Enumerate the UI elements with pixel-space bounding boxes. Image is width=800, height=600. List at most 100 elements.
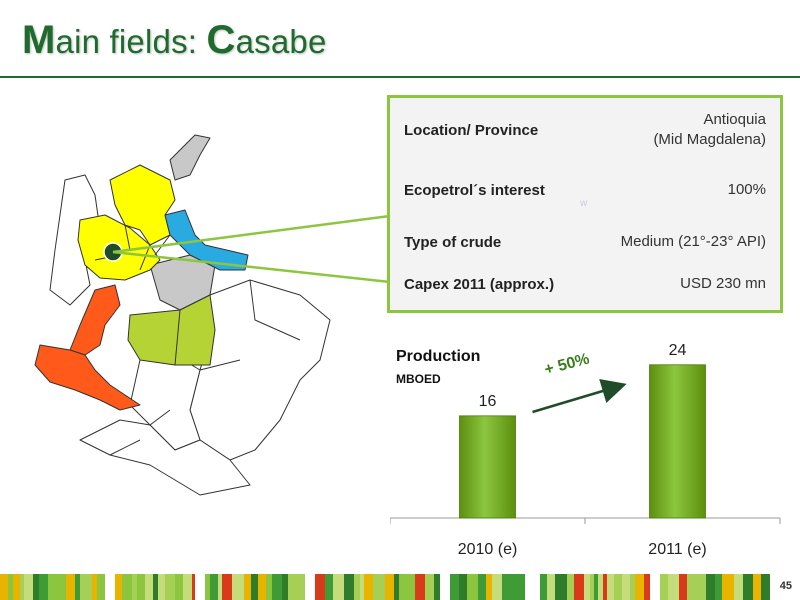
footer-stripe	[377, 574, 385, 600]
callout-line-lower	[112, 250, 391, 284]
footer-stripe	[706, 574, 715, 600]
footer-stripe	[450, 574, 455, 600]
footer-stripe	[48, 574, 56, 600]
footer-stripe	[687, 574, 698, 600]
footer-stripe	[540, 574, 547, 600]
footer-stripe	[122, 574, 132, 600]
map-region-meta	[127, 294, 216, 366]
map-region-west	[49, 174, 101, 306]
footer-stripe	[559, 574, 567, 600]
footer-stripe	[354, 574, 360, 600]
footer-stripe	[339, 574, 344, 600]
footer-stripe	[169, 574, 175, 600]
info-row-location: Location/ Province Antioquia (Mid Magdal…	[404, 111, 766, 160]
footer-stripe	[555, 574, 559, 600]
footer-stripe	[614, 574, 622, 600]
location-value-line2: (Mid Magdalena)	[653, 131, 766, 148]
footer-stripe	[80, 574, 92, 600]
footer-stripe	[325, 574, 333, 600]
footer-stripe	[635, 574, 644, 600]
footer-stripe	[344, 574, 354, 600]
footer-stripe	[434, 574, 440, 600]
footer-stripe	[385, 574, 394, 600]
footer-stripe	[251, 574, 258, 600]
chart-title: Production	[396, 348, 481, 365]
footer-stripe	[222, 574, 232, 600]
footer-stripe	[455, 574, 459, 600]
footer-stripe	[415, 574, 425, 600]
chart-unit: MBOED	[396, 372, 441, 386]
footer-stripe	[574, 574, 584, 600]
footer-stripe	[603, 574, 607, 600]
footer-stripe	[399, 574, 411, 600]
footer-stripe	[232, 574, 244, 600]
page-number: 45	[779, 580, 792, 592]
footer-stripe	[97, 574, 105, 600]
footer-stripe	[0, 574, 8, 600]
footer-stripe	[218, 574, 222, 600]
footer-stripe-band	[0, 574, 770, 600]
footer-stripe	[145, 574, 153, 600]
footer-stripe	[761, 574, 770, 600]
footer-stripe	[607, 574, 614, 600]
map-region-guajira	[169, 134, 211, 181]
footer-stripe	[364, 574, 373, 600]
footer-stripe	[165, 574, 169, 600]
footer-stripe	[734, 574, 743, 600]
title-text-part1: ain fields:	[55, 23, 207, 60]
footer-stripe	[518, 574, 525, 600]
footer-stripe	[753, 574, 761, 600]
crude-value: Medium (21°-23° API)	[620, 233, 766, 250]
production-chart: Production MBOED + 50% 16 2010 (e) 24 2011 …	[390, 340, 790, 570]
footer-stripe	[92, 574, 97, 600]
location-label: Location/ Province	[404, 122, 539, 139]
footer-stripe	[20, 574, 24, 600]
footer-stripe	[272, 574, 282, 600]
footer-stripe	[630, 574, 635, 600]
footer-stripe	[425, 574, 434, 600]
footer-stripe	[115, 574, 122, 600]
footer-stripe	[56, 574, 66, 600]
info-row-interest: Ecopetrol´s interest 100%	[404, 181, 766, 204]
footer-stripe	[158, 574, 165, 600]
category-label: 2011 (e)	[648, 541, 706, 558]
footer-stripe	[192, 574, 195, 600]
bar-2011-e-	[649, 364, 706, 519]
footer-stripe	[132, 574, 137, 600]
footer-stripe	[722, 574, 734, 600]
footer-stripe	[373, 574, 377, 600]
footer-stripe	[24, 574, 33, 600]
footer-stripe	[33, 574, 39, 600]
footer-stripe	[282, 574, 288, 600]
footer-stripe	[547, 574, 555, 600]
footer-stripe	[492, 574, 496, 600]
footer-stripe	[183, 574, 192, 600]
bar-value-label: 24	[669, 342, 687, 359]
footer-stripe	[175, 574, 183, 600]
capex-value: USD 230 mn	[680, 275, 766, 292]
map-region-pacific-north	[69, 284, 121, 356]
info-row-capex: Capex 2011 (approx.) USD 230 mn	[404, 275, 766, 298]
footer-stripe	[513, 574, 518, 600]
title-divider	[0, 76, 800, 78]
footer-stripe	[210, 574, 218, 600]
map-region-santander	[164, 209, 249, 271]
footer-stripe	[502, 574, 513, 600]
footer-stripe	[266, 574, 272, 600]
footer-stripe	[496, 574, 502, 600]
footer-stripe	[315, 574, 325, 600]
footer-stripe	[743, 574, 753, 600]
footer-stripe	[153, 574, 158, 600]
footer-stripe	[598, 574, 603, 600]
footer-stripe	[258, 574, 266, 600]
interest-label: Ecopetrol´s interest	[404, 182, 545, 199]
footer-stripe	[394, 574, 399, 600]
title-initial-c: C	[206, 18, 236, 62]
map-region-pacific-south	[34, 344, 141, 411]
footer-stripe	[715, 574, 722, 600]
footer-stripe	[622, 574, 630, 600]
footer-stripe	[486, 574, 492, 600]
footer-stripe	[39, 574, 48, 600]
title-text-part2: asabe	[235, 23, 327, 60]
footer-stripe	[584, 574, 590, 600]
